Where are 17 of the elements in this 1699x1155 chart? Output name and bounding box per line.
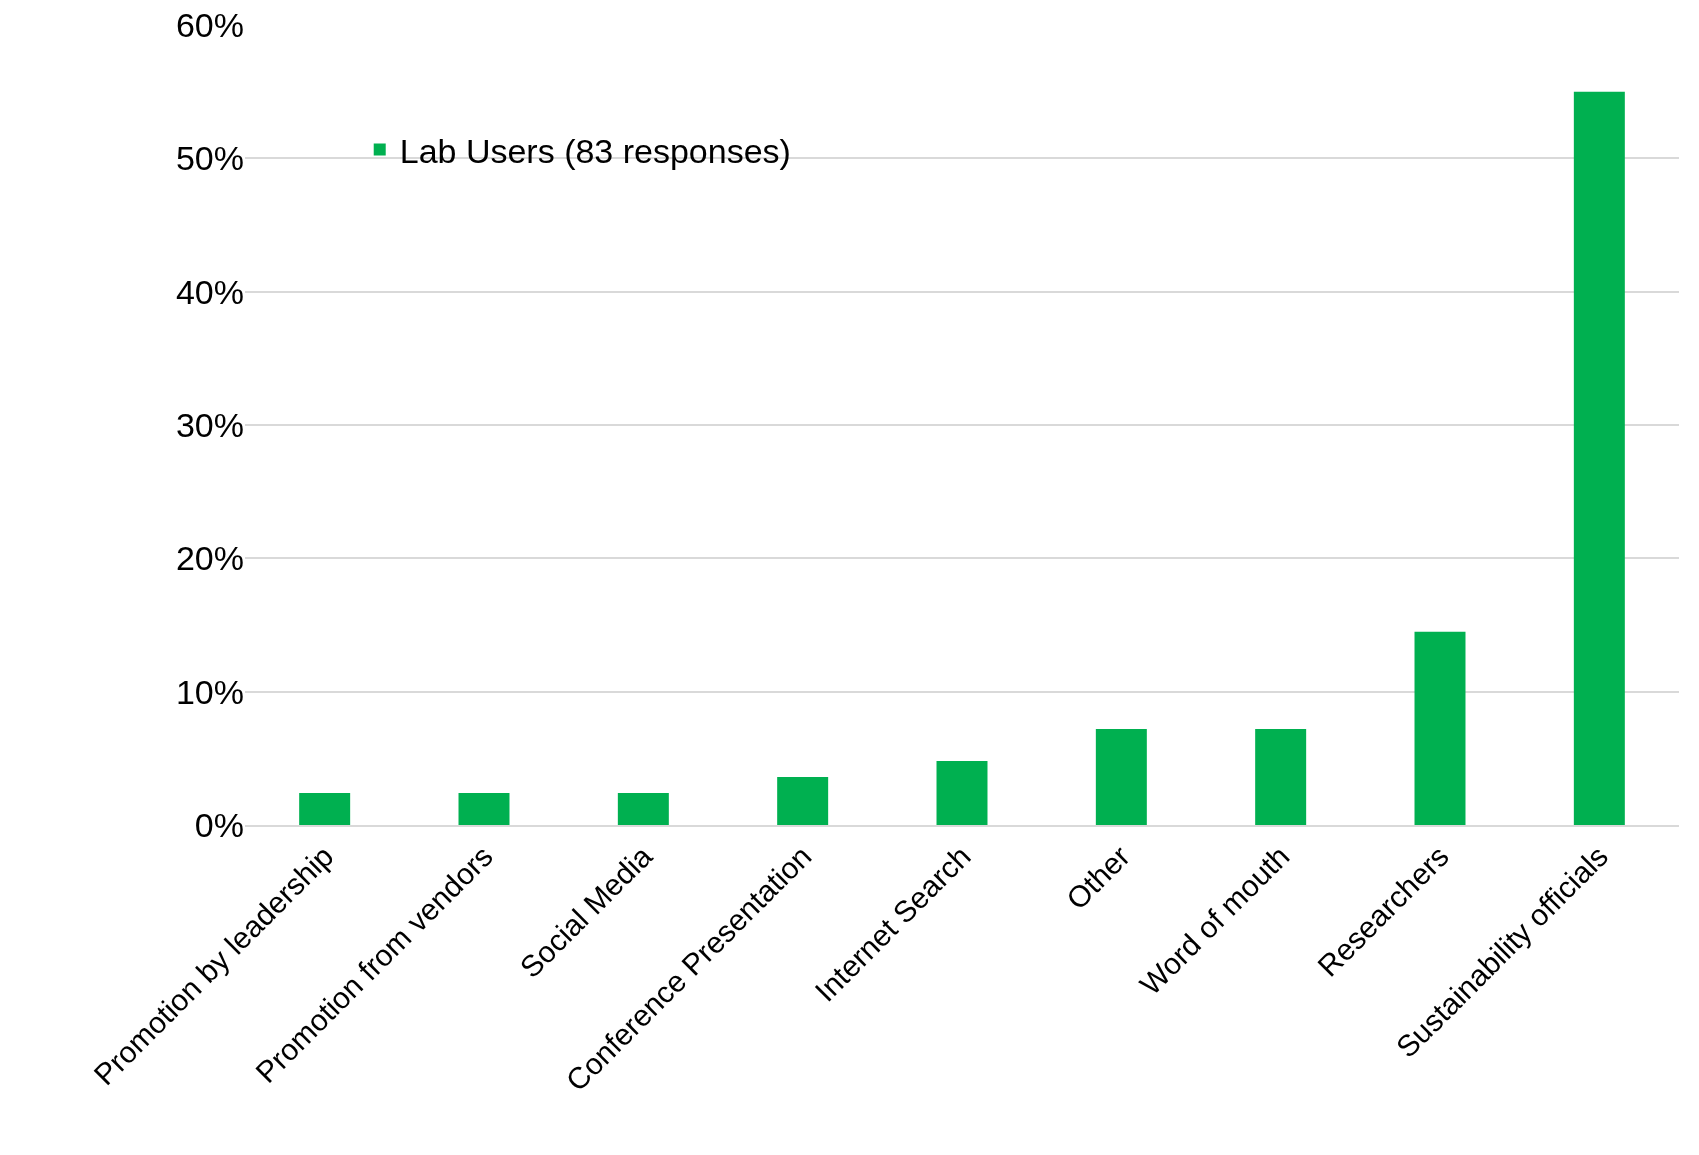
legend-label: Lab Users (83 responses) bbox=[399, 131, 791, 170]
y-tick-label: 20% bbox=[175, 539, 244, 578]
bar bbox=[617, 793, 669, 825]
bar bbox=[777, 777, 829, 825]
bar bbox=[1573, 91, 1625, 825]
bar bbox=[1095, 729, 1147, 825]
bar bbox=[1414, 631, 1466, 825]
bar bbox=[1255, 729, 1307, 825]
y-tick-label: 60% bbox=[175, 5, 244, 44]
bar bbox=[458, 793, 510, 825]
y-tick-label: 50% bbox=[175, 139, 244, 178]
bar bbox=[299, 793, 351, 825]
y-tick-label: 40% bbox=[175, 272, 244, 311]
y-tick-label: 0% bbox=[194, 805, 244, 844]
y-tick-label: 30% bbox=[175, 405, 244, 444]
bar bbox=[936, 761, 988, 825]
y-tick-label: 10% bbox=[175, 672, 244, 711]
